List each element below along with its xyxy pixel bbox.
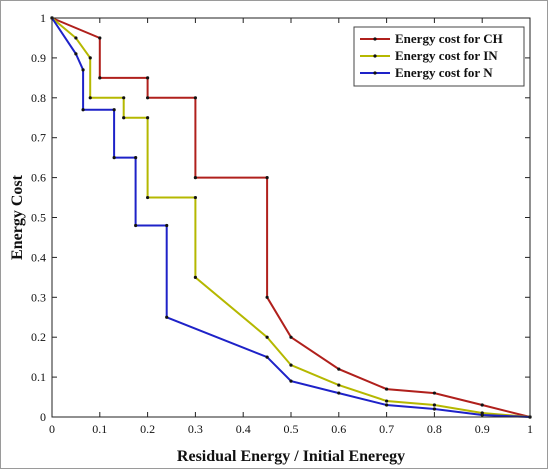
data-point [88, 96, 92, 100]
data-point [385, 403, 389, 407]
x-tick-label: 0.4 [236, 422, 251, 436]
series-energy-cost-for-in [50, 16, 532, 419]
x-tick-label: 0.5 [284, 422, 299, 436]
x-tick-label: 0.1 [92, 422, 107, 436]
data-point [385, 387, 389, 391]
data-point [165, 315, 169, 319]
data-point [432, 391, 436, 395]
legend-label: Energy cost for CH [395, 31, 503, 46]
data-point [122, 116, 126, 120]
data-point [112, 156, 116, 160]
x-axis-label: Residual Energy / Initial Eneregy [177, 448, 405, 465]
legend-label: Energy cost for IN [395, 48, 498, 63]
legend-marker [373, 37, 377, 41]
x-tick-label: 0.8 [427, 422, 442, 436]
data-point [337, 383, 341, 387]
data-point [74, 52, 78, 56]
data-point [265, 295, 269, 299]
data-point [289, 379, 293, 383]
x-tick-label: 0.3 [188, 422, 203, 436]
data-point [337, 391, 341, 395]
data-point [289, 363, 293, 367]
tick-layer: 0 0.1 0.2 0.3 0.4 0.5 0.6 0.7 0.8 0.9 1 0 0.1 0.2 0.3 0… [31, 11, 533, 436]
data-point [81, 108, 85, 112]
data-point [432, 407, 436, 411]
data-point [81, 68, 85, 72]
data-point [134, 223, 138, 228]
series-energy-cost-for-ch [50, 16, 532, 419]
y-tick-label: 0.9 [31, 51, 46, 65]
data-point [74, 36, 78, 40]
data-point [134, 156, 138, 160]
y-tick-label: 0 [40, 410, 46, 424]
y-axis-label: Energy Cost [9, 174, 26, 260]
data-point [480, 403, 484, 407]
data-point [385, 399, 389, 403]
data-point [265, 355, 269, 359]
x-tick-label: 0.9 [475, 422, 490, 436]
data-point [146, 116, 150, 120]
y-tick-label: 0.8 [31, 91, 46, 105]
y-tick-label: 0.3 [31, 290, 46, 304]
data-point [432, 403, 436, 407]
data-point [98, 36, 102, 40]
legend: Energy cost for CH Energy cost for IN Ener… [353, 26, 525, 87]
data-point [193, 195, 197, 200]
data-point [265, 176, 269, 180]
data-point [98, 76, 102, 80]
y-tick-label: 0.2 [31, 330, 46, 344]
series-layer [50, 16, 532, 419]
data-point [146, 76, 150, 80]
y-tick-label: 1 [40, 11, 46, 25]
data-point [337, 367, 341, 371]
data-point [112, 108, 116, 112]
x-tick-label: 0.2 [140, 422, 155, 436]
x-tick-label: 0 [49, 422, 55, 436]
legend-marker [373, 71, 377, 75]
y-tick-label: 0.6 [31, 171, 46, 185]
y-tick-label: 0.7 [31, 131, 46, 145]
data-point [146, 96, 150, 100]
y-tick-label: 0.4 [31, 250, 46, 264]
legend-box [353, 26, 525, 87]
legend-marker [373, 54, 377, 58]
y-tick-label: 0.5 [31, 211, 46, 225]
x-tick-label: 0.7 [379, 422, 394, 436]
y-tick-label: 0.1 [31, 370, 46, 384]
data-point [165, 223, 169, 228]
data-point [193, 176, 197, 180]
data-point [193, 275, 197, 279]
data-point [265, 335, 269, 339]
data-point [88, 56, 92, 60]
data-point [122, 96, 126, 100]
x-tick-label: 0.6 [331, 422, 346, 436]
data-point [146, 195, 150, 200]
x-tick-label: 1 [527, 422, 533, 436]
data-point [193, 96, 197, 100]
data-point [289, 335, 293, 339]
legend-label: Energy cost for N [395, 65, 493, 80]
